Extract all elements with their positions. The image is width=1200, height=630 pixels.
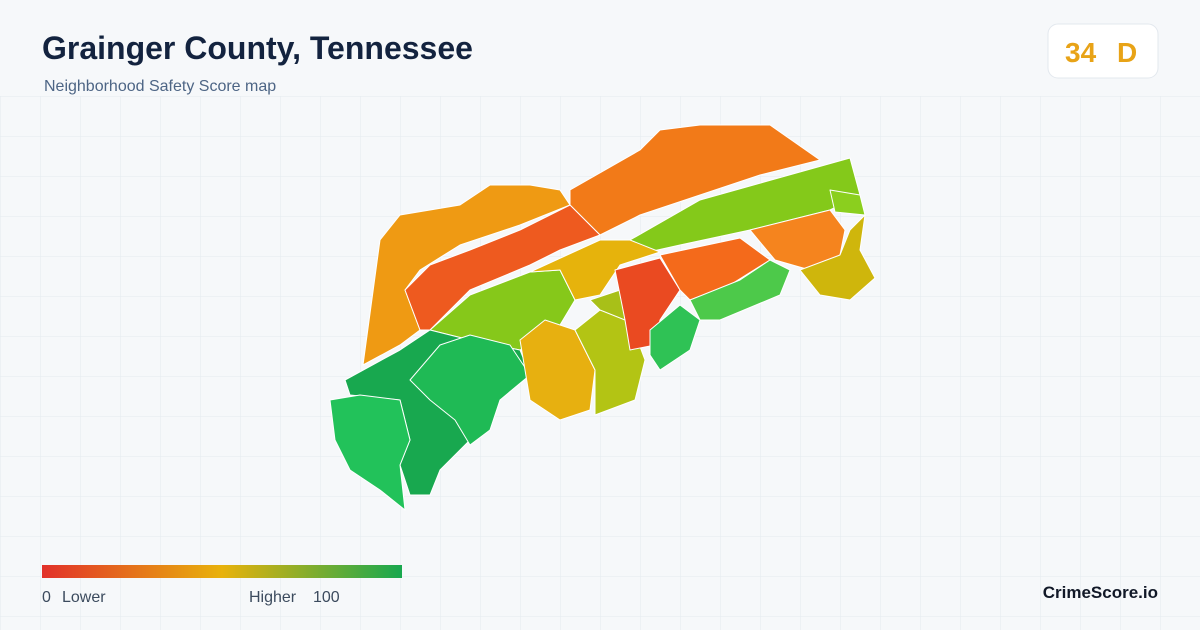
- region: [329, 394, 411, 511]
- legend-max: 100: [313, 589, 340, 606]
- region: [799, 214, 876, 301]
- region: [689, 259, 791, 321]
- legend-min-label: Lower: [62, 589, 106, 606]
- score-grade: D: [1117, 37, 1137, 68]
- legend-max-label: Higher: [249, 589, 297, 606]
- region: [404, 204, 601, 331]
- score-value: 34: [1065, 37, 1097, 68]
- title: Grainger County, Tennessee: [42, 30, 473, 66]
- legend-min: 0: [42, 589, 51, 606]
- region: [529, 239, 661, 301]
- brand: CrimeScore.io: [1043, 583, 1158, 602]
- region: [829, 189, 866, 216]
- region: [409, 334, 531, 446]
- map: [329, 124, 876, 511]
- legend-bar: [42, 565, 402, 578]
- region: [649, 304, 701, 371]
- score-badge: [1047, 23, 1159, 79]
- subtitle: Neighborhood Safety Score map: [44, 78, 276, 95]
- region: [519, 319, 596, 421]
